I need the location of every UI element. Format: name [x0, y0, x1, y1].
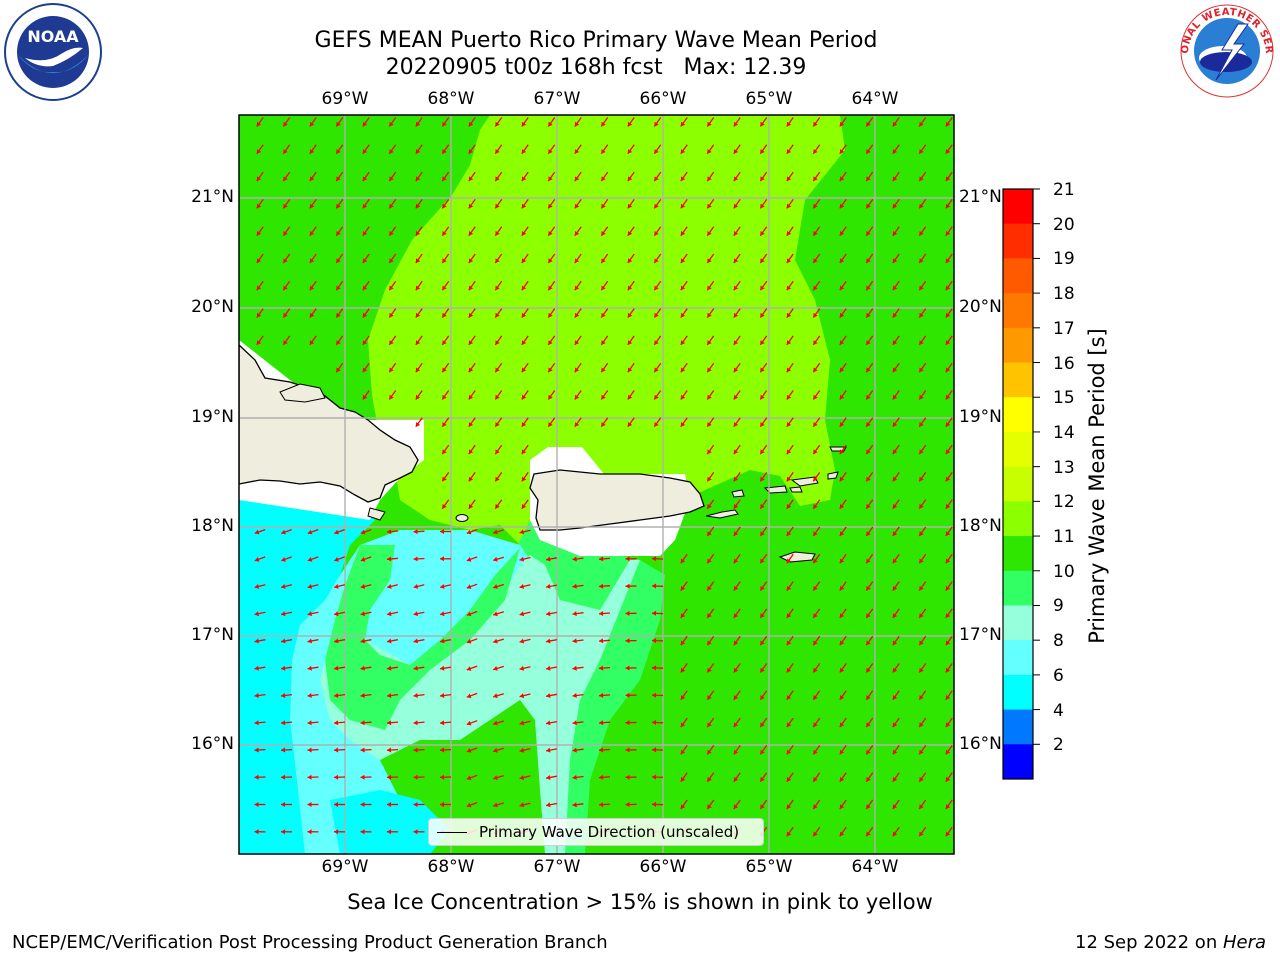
colorbar-tick-label: 9	[1053, 596, 1064, 617]
lat-label-right-18n: 18°N	[959, 516, 1002, 536]
lon-label-top-66w: 66°W	[639, 89, 687, 109]
lat-label-right-17n: 17°N	[959, 625, 1002, 645]
lat-label-right-21n: 21°N	[959, 187, 1002, 207]
colorbar-tick-label: 21	[1053, 180, 1075, 200]
colorbar-tick-label: 14	[1053, 422, 1075, 443]
colorbar-tick-label: 4	[1053, 700, 1064, 721]
tortuga-island	[279, 383, 326, 403]
map-field	[239, 115, 954, 854]
sea-ice-note: Sea Ice Concentration > 15% is shown in …	[347, 890, 933, 914]
colorbar-tick-label: 6	[1053, 665, 1064, 686]
colorbar-segment	[1003, 744, 1033, 780]
st-john-island	[790, 476, 819, 487]
legend-line-swatch	[437, 832, 467, 833]
lon-label-top-68w: 68°W	[427, 89, 475, 109]
map-legend: Primary Wave Direction (unscaled)	[428, 818, 764, 846]
colorbar-tick-label: 19	[1053, 249, 1075, 270]
lon-label-top-67w: 67°W	[533, 89, 581, 109]
footer-credit: NCEP/EMC/Verification Post Processing Pr…	[12, 932, 608, 953]
period-band-10-11-channel	[325, 545, 520, 730]
colorbar-segment	[1003, 397, 1033, 433]
colorbar-segment	[1003, 327, 1033, 364]
colorbar-segment	[1003, 258, 1033, 294]
lat-label-left-21n: 21°N	[191, 187, 234, 207]
lon-label-bottom-69w: 69°W	[321, 857, 369, 877]
colorbar-label: Primary Wave Mean Period [s]	[1085, 328, 1109, 644]
colorbar-tick-label: 10	[1053, 561, 1075, 582]
colorbar-tick-label: 11	[1053, 527, 1075, 548]
chart-title: GEFS MEAN Puerto Rico Primary Wave Mean …	[314, 28, 878, 53]
chart-subtitle: 20220905 t00z 168h fcst Max: 12.39	[385, 55, 807, 80]
footer-host: Hera	[1222, 932, 1266, 953]
period-band-6-8-south	[330, 790, 450, 854]
noaa-logo: NOAA	[4, 3, 102, 101]
colorbar-tick-label: 8	[1053, 631, 1064, 652]
lat-label-right-19n: 19°N	[959, 407, 1002, 427]
lat-label-right-16n: 16°N	[959, 734, 1002, 754]
colorbar-segment	[1003, 605, 1033, 641]
colorbar-segment	[1003, 362, 1033, 398]
lat-label-left-18n: 18°N	[191, 516, 234, 536]
mona-island	[455, 514, 469, 522]
nws-logo: NATIONAL WEATHER SERVICE	[1176, 2, 1274, 98]
lon-label-top-64w: 64°W	[851, 89, 899, 109]
colorbar-segment	[1003, 674, 1033, 711]
puerto-rico-land	[529, 469, 705, 531]
lon-label-top-65w: 65°W	[745, 89, 793, 109]
vieques-island	[705, 509, 739, 519]
colorbar-segment	[1003, 640, 1033, 676]
lon-label-top-69w: 69°W	[321, 89, 369, 109]
colorbar-tick-label: 18	[1053, 284, 1075, 305]
lat-label-left-16n: 16°N	[191, 734, 234, 754]
colorbar-segment	[1003, 223, 1033, 259]
colorbar-segment	[1003, 466, 1033, 502]
noaa-logo-text: NOAA	[27, 27, 79, 46]
colorbar-segment	[1003, 431, 1033, 468]
lat-label-right-20n: 20°N	[959, 297, 1002, 317]
colorbar-segment	[1003, 536, 1033, 572]
lon-label-bottom-66w: 66°W	[639, 857, 687, 877]
colorbar-tick-label: 16	[1053, 353, 1075, 374]
colorbar-tick-label: 12	[1053, 492, 1075, 513]
colorbar-tick-label: 13	[1053, 457, 1075, 478]
colorbar-tick-label: 20	[1053, 214, 1075, 235]
colorbar-segment	[1003, 293, 1033, 329]
lat-label-left-19n: 19°N	[191, 407, 234, 427]
map-gridlines	[239, 115, 954, 854]
map-frame	[238, 114, 955, 855]
colorbar-tick-label: 15	[1053, 388, 1075, 409]
lon-label-bottom-67w: 67°W	[533, 857, 581, 877]
lat-label-left-20n: 20°N	[191, 297, 234, 317]
lat-label-left-17n: 17°N	[191, 625, 234, 645]
colorbar-tick-label: 17	[1053, 318, 1075, 339]
colorbar-tick-label: 2	[1053, 735, 1064, 756]
colorbar-segment	[1003, 189, 1033, 225]
period-band-6-8	[239, 500, 375, 854]
period-band-12-13	[368, 115, 845, 545]
colorbar-segment	[1003, 709, 1033, 745]
colorbar-segment	[1003, 570, 1033, 606]
lon-label-bottom-64w: 64°W	[851, 857, 899, 877]
lon-label-bottom-65w: 65°W	[745, 857, 793, 877]
legend-label: Primary Wave Direction (unscaled)	[479, 823, 740, 841]
colorbar-segment	[1003, 501, 1033, 537]
period-band-9-10	[320, 545, 640, 854]
colorbar	[1002, 188, 1040, 780]
footer-date: 12 Sep 2022 on Hera	[1075, 932, 1266, 953]
lon-label-bottom-68w: 68°W	[427, 857, 475, 877]
